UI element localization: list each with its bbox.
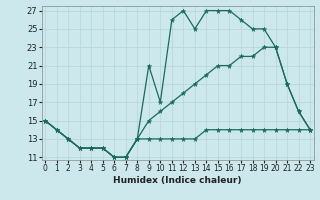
X-axis label: Humidex (Indice chaleur): Humidex (Indice chaleur): [113, 176, 242, 185]
